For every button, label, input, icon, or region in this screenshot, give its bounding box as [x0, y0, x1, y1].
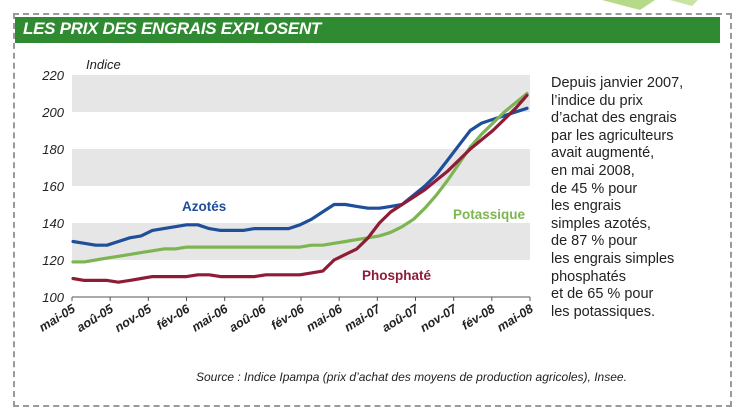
- x-tick-label: nov-07: [418, 301, 460, 335]
- grid-band: [72, 223, 530, 260]
- x-tick-label: mai-08: [495, 302, 536, 335]
- y-tick-label: 200: [41, 105, 64, 120]
- description-line: Depuis janvier 2007,: [551, 75, 684, 91]
- x-tick-label: nov-05: [112, 301, 154, 335]
- x-tick-label: mai-07: [342, 301, 384, 334]
- x-tick-label: fév-06: [154, 301, 193, 333]
- decorative-leaf: [602, 0, 698, 10]
- chart-title: LES PRIX DES ENGRAIS EXPLOSENT: [23, 19, 322, 38]
- description-line: simples azotés,: [551, 215, 651, 232]
- description-line: d’achat des engrais: [551, 110, 677, 127]
- y-axis-label: Indice: [86, 57, 121, 72]
- description-line: les engrais simples: [551, 250, 675, 267]
- description-text: Depuis janvier 2007, l’indice du prix d’ac…: [551, 75, 731, 321]
- description-line: de 45 % pour: [551, 180, 638, 197]
- y-tick-label: 160: [42, 179, 64, 194]
- y-tick-label: 220: [41, 68, 64, 83]
- figure-frame: [13, 13, 732, 407]
- grid-band: [72, 75, 530, 112]
- series-line-potassique: [71, 91, 529, 264]
- description-line: l’indice du prix: [551, 92, 643, 109]
- x-tick-label: mai-06: [189, 301, 231, 334]
- series-label: Phosphaté: [362, 268, 432, 283]
- description-line: les engrais: [551, 198, 622, 215]
- series-line-azotés: [71, 106, 529, 247]
- series-label: Potassique: [453, 207, 526, 222]
- x-tick-label: aoû-07: [379, 301, 421, 335]
- description-line: phosphatés: [551, 268, 626, 285]
- description-line: et de 65 % pour: [551, 286, 654, 303]
- y-tick-label: 180: [42, 142, 64, 157]
- description-line: en mai 2008,: [551, 162, 635, 179]
- x-tick-label: mai-06: [304, 301, 346, 334]
- description-line: de 87 % pour: [551, 233, 638, 250]
- description-line: avait augmenté,: [551, 145, 655, 162]
- y-tick-label: 120: [42, 253, 64, 268]
- x-tick-label: fév-08: [459, 302, 497, 333]
- x-tick-label: fév-06: [269, 301, 308, 333]
- y-tick-label: 100: [42, 290, 64, 305]
- y-tick-label: 140: [42, 216, 64, 231]
- series-line-phosphaté: [71, 93, 529, 284]
- description-line: par les agriculteurs: [551, 127, 674, 144]
- source-note: Source : Indice Ipampa (prix d’achat des…: [196, 370, 627, 384]
- title-bar: [15, 17, 720, 43]
- description-line: les potassiques.: [551, 303, 655, 320]
- x-tick-label: aoû-05: [74, 301, 116, 335]
- series-label: Azotés: [182, 199, 226, 214]
- x-tick-label: mai-05: [37, 301, 79, 334]
- grid-band: [72, 149, 530, 186]
- x-tick-label: aoû-06: [227, 301, 269, 335]
